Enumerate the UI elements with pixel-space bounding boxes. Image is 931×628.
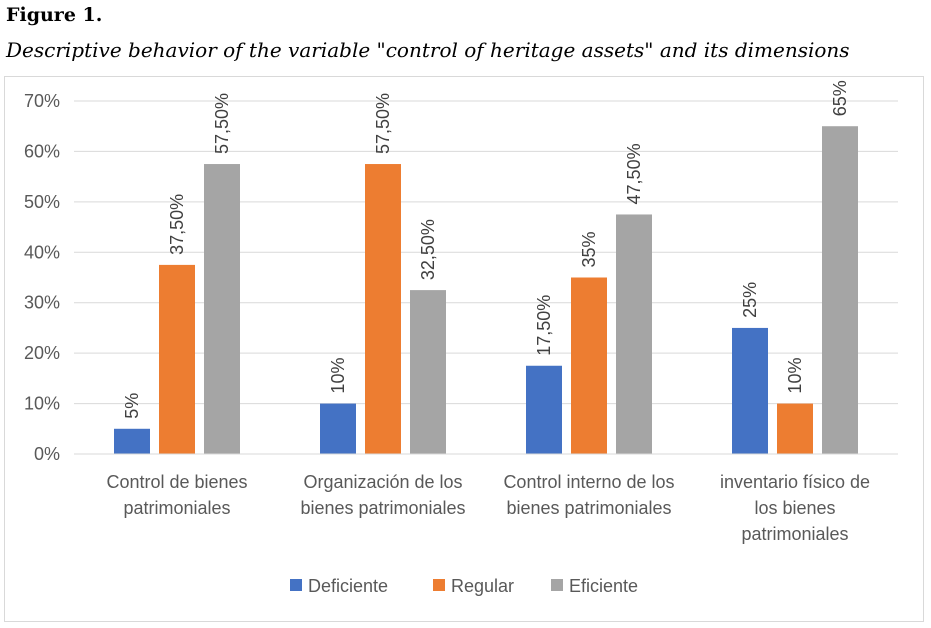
- legend-label: Regular: [451, 576, 514, 596]
- y-tick-label: 50%: [24, 192, 60, 212]
- y-tick-label: 0%: [34, 444, 60, 464]
- legend-label: Deficiente: [308, 576, 388, 596]
- bar-eficiente: [616, 214, 652, 454]
- data-label: 32,50%: [418, 219, 438, 280]
- x-category-label: los bienes: [754, 498, 835, 518]
- legend-swatch-regular: [433, 579, 445, 591]
- data-label: 25%: [740, 282, 760, 318]
- y-tick-label: 60%: [24, 141, 60, 161]
- bar-eficiente: [822, 126, 858, 454]
- legend-label: Eficiente: [569, 576, 638, 596]
- x-category-label: bienes patrimoniales: [506, 498, 671, 518]
- legend-swatch-eficiente: [551, 579, 563, 591]
- bar-deficiente: [732, 327, 768, 454]
- data-label: 65%: [830, 80, 850, 116]
- data-label: 57,50%: [373, 93, 393, 154]
- x-category-label: bienes patrimoniales: [300, 498, 465, 518]
- bar-regular: [777, 403, 813, 454]
- x-category-label: inventario físico de: [720, 472, 870, 492]
- y-tick-label: 10%: [24, 394, 60, 414]
- data-label: 47,50%: [624, 143, 644, 204]
- bar-regular: [571, 277, 607, 454]
- y-tick-label: 20%: [24, 343, 60, 363]
- x-category-label: Organización de los: [303, 472, 462, 492]
- bar-regular: [365, 164, 401, 455]
- bar-regular: [159, 264, 195, 454]
- x-category-label: patrimoniales: [741, 524, 848, 544]
- bar-deficiente: [526, 365, 562, 454]
- x-category-label: patrimoniales: [123, 498, 230, 518]
- bar-eficiente: [410, 290, 446, 454]
- y-tick-label: 40%: [24, 242, 60, 262]
- data-label: 10%: [328, 358, 348, 394]
- data-label: 5%: [122, 393, 142, 419]
- y-tick-label: 30%: [24, 293, 60, 313]
- figure-label: Figure 1.: [6, 4, 103, 26]
- figure-caption: Descriptive behavior of the variable "co…: [6, 38, 850, 62]
- data-label: 10%: [785, 358, 805, 394]
- bar-deficiente: [114, 428, 150, 454]
- chart-frame: [4, 76, 924, 622]
- data-label: 17,50%: [534, 295, 554, 356]
- legend-swatch-deficiente: [290, 579, 302, 591]
- data-label: 35%: [579, 231, 599, 267]
- x-category-label: Control interno de los: [503, 472, 674, 492]
- data-label: 37,50%: [167, 194, 187, 255]
- bar-deficiente: [320, 403, 356, 454]
- data-label: 57,50%: [212, 93, 232, 154]
- bar-eficiente: [204, 164, 240, 455]
- y-tick-label: 70%: [24, 91, 60, 111]
- x-category-label: Control de bienes: [106, 472, 247, 492]
